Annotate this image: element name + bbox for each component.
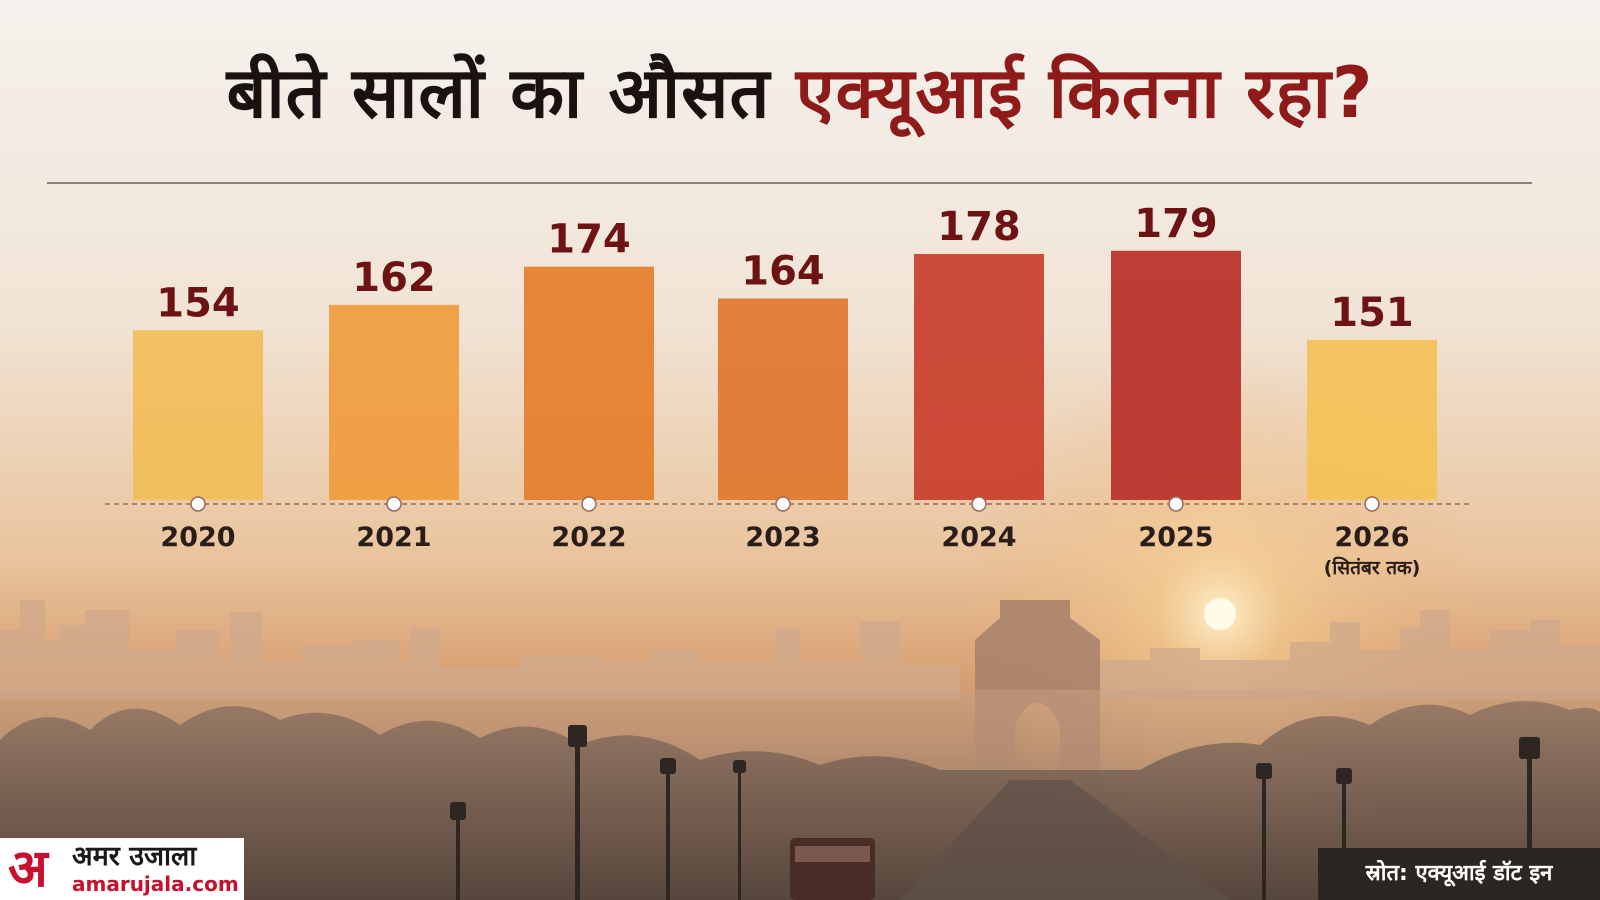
axis-marker-2022 bbox=[581, 496, 597, 512]
axis-marker-2021 bbox=[386, 496, 402, 512]
bar-2026 bbox=[1307, 339, 1437, 500]
value-label-2025: 179 bbox=[1134, 201, 1218, 247]
x-tick-label-2020: 2020 bbox=[160, 522, 235, 553]
bar-2024 bbox=[914, 253, 1044, 500]
value-label-2023: 164 bbox=[741, 248, 825, 294]
title-part-1: बीते सालों का औसत bbox=[226, 52, 771, 134]
brand-logo: अ अमर उजाला amarujala.com bbox=[0, 838, 244, 900]
value-label-2020: 154 bbox=[156, 280, 240, 326]
brand-url: amarujala.com bbox=[72, 872, 239, 896]
value-label-2021: 162 bbox=[352, 255, 436, 301]
value-label-2026: 151 bbox=[1330, 290, 1414, 336]
source-credit: स्रोत: एक्यूआई डॉट इन bbox=[1318, 848, 1600, 900]
x-tick-label-2026: 2026 bbox=[1334, 522, 1409, 553]
x-tick-label-2024: 2024 bbox=[941, 522, 1016, 553]
value-label-2022: 174 bbox=[547, 217, 631, 263]
x-tick-label-2025: 2025 bbox=[1138, 522, 1213, 553]
x-tick-label-2022: 2022 bbox=[551, 522, 626, 553]
axis-marker-2020 bbox=[190, 496, 206, 512]
brand-name: अमर उजाला bbox=[72, 841, 197, 872]
brand-mark: अ bbox=[8, 839, 48, 899]
bar-2021 bbox=[329, 304, 459, 500]
sun-icon bbox=[1204, 598, 1236, 630]
bar-2023 bbox=[718, 298, 848, 500]
bar-2020 bbox=[133, 330, 263, 500]
bar-2022 bbox=[524, 266, 654, 500]
page-title: बीते सालों का औसत एक्यूआई कितना रहा? bbox=[0, 58, 1600, 128]
axis-marker-2025 bbox=[1168, 496, 1184, 512]
x-tick-note-2026: (सितंबर तक) bbox=[1324, 556, 1421, 579]
title-part-2: एक्यूआई कितना रहा? bbox=[795, 52, 1374, 134]
axis-marker-2023 bbox=[775, 496, 791, 512]
value-label-2024: 178 bbox=[937, 204, 1021, 250]
x-tick-label-2023: 2023 bbox=[745, 522, 820, 553]
axis-marker-2024 bbox=[971, 496, 987, 512]
bar-2025 bbox=[1111, 250, 1241, 500]
axis-marker-2026 bbox=[1364, 496, 1380, 512]
x-tick-label-2021: 2021 bbox=[356, 522, 431, 553]
